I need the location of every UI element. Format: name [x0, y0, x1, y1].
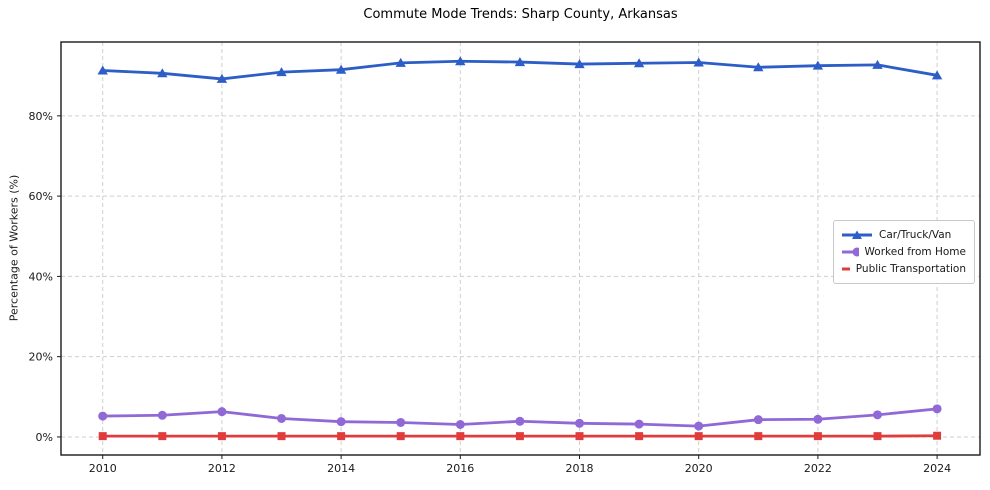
data-point-marker	[813, 414, 823, 424]
data-point-marker	[336, 417, 346, 427]
data-point-marker	[514, 57, 526, 67]
x-tick-label: 2016	[446, 462, 474, 475]
data-point-marker	[217, 432, 226, 441]
data-point-marker	[98, 411, 108, 421]
legend-marker-circle-icon	[842, 247, 859, 257]
data-point-marker	[276, 67, 287, 77]
data-point-marker	[396, 432, 405, 441]
x-tick-label: 2014	[327, 462, 355, 475]
y-tick-label: 80%	[29, 110, 53, 123]
data-point-marker	[635, 432, 644, 441]
data-point-marker	[812, 60, 824, 70]
legend-label: Worked from Home	[864, 246, 966, 258]
data-point-marker	[335, 64, 347, 74]
legend-item: Worked from Home	[841, 244, 966, 260]
y-tick-label: 20%	[29, 351, 53, 364]
data-point-marker	[216, 73, 228, 83]
data-point-marker	[634, 419, 644, 429]
data-point-marker	[277, 432, 286, 441]
chart-title: Commute Mode Trends: Sharp County, Arkan…	[363, 7, 678, 22]
data-point-marker	[455, 419, 465, 429]
data-point-marker	[754, 432, 763, 441]
data-point-marker	[694, 432, 703, 441]
data-point-marker	[337, 432, 346, 441]
data-point-marker	[693, 57, 704, 67]
x-tick-label: 2010	[89, 462, 117, 475]
legend-item: Public Transportation	[841, 261, 966, 277]
plot-border	[60, 41, 981, 456]
data-point-marker	[157, 68, 168, 78]
data-point-marker	[633, 58, 645, 68]
data-point-marker	[455, 56, 466, 66]
data-point-marker	[932, 404, 942, 414]
y-tick-label: 60%	[29, 190, 53, 203]
data-point-marker	[157, 410, 167, 420]
legend-marker-triangle-icon	[842, 230, 872, 239]
legend-item: Car/Truck/Van	[841, 227, 966, 243]
x-tick-label: 2022	[804, 462, 832, 475]
legend: Car/Truck/Van Worked from Home Public Tran…	[833, 220, 975, 284]
data-point-marker	[753, 415, 763, 425]
data-point-marker	[575, 418, 585, 428]
data-point-marker	[873, 432, 882, 441]
data-point-marker	[813, 432, 822, 441]
x-tick-label: 2018	[566, 462, 594, 475]
data-point-marker	[872, 59, 883, 69]
data-point-marker	[931, 70, 943, 80]
data-point-marker	[395, 57, 406, 67]
legend-label: Public Transportation	[855, 263, 966, 275]
x-tick-label: 2024	[923, 462, 951, 475]
x-tick-label: 2012	[208, 462, 236, 475]
data-point-marker	[694, 421, 704, 431]
x-tick-label: 2020	[685, 462, 713, 475]
data-point-marker	[217, 407, 227, 417]
data-point-marker	[515, 432, 524, 441]
y-tick-label: 0%	[36, 431, 53, 444]
y-tick-label: 40%	[29, 270, 53, 283]
data-point-marker	[98, 432, 107, 441]
legend-label: Car/Truck/Van	[879, 229, 952, 241]
data-point-marker	[515, 416, 525, 426]
data-point-marker	[456, 432, 465, 441]
data-point-marker	[753, 62, 764, 72]
data-point-marker	[575, 432, 584, 441]
data-point-marker	[872, 410, 882, 420]
legend-marker-square-icon	[842, 267, 850, 271]
data-point-marker	[574, 59, 585, 69]
data-point-marker	[158, 432, 167, 441]
data-point-marker	[933, 431, 942, 440]
data-point-marker	[277, 413, 287, 423]
data-point-marker	[97, 65, 108, 75]
data-point-marker	[396, 417, 406, 427]
